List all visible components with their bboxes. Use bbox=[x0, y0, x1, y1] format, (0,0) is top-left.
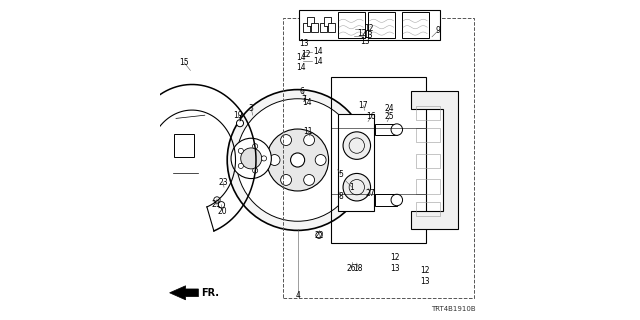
Circle shape bbox=[304, 135, 315, 146]
Bar bbox=[338, 12, 365, 38]
Bar bbox=[174, 134, 194, 157]
Text: 1: 1 bbox=[349, 183, 355, 192]
Text: 8: 8 bbox=[339, 192, 343, 201]
Text: 18: 18 bbox=[354, 264, 363, 273]
Bar bbox=[416, 154, 440, 168]
Text: 12: 12 bbox=[364, 24, 374, 33]
Circle shape bbox=[238, 164, 243, 169]
Circle shape bbox=[269, 155, 280, 165]
Circle shape bbox=[343, 173, 371, 201]
Bar bbox=[300, 10, 440, 40]
Bar bbox=[338, 114, 374, 211]
Circle shape bbox=[236, 99, 359, 221]
Text: 14: 14 bbox=[296, 53, 306, 62]
Text: 20: 20 bbox=[218, 207, 227, 216]
Bar bbox=[312, 23, 319, 32]
Text: 13: 13 bbox=[360, 37, 370, 46]
Circle shape bbox=[316, 232, 322, 238]
Bar bbox=[375, 124, 397, 135]
Bar bbox=[402, 12, 429, 38]
Text: 3: 3 bbox=[249, 104, 253, 113]
Bar bbox=[303, 23, 310, 32]
Text: 12: 12 bbox=[420, 266, 429, 275]
Bar bbox=[416, 106, 440, 120]
Text: 25: 25 bbox=[385, 112, 395, 121]
Text: 17: 17 bbox=[358, 101, 368, 110]
Text: 13: 13 bbox=[299, 39, 309, 48]
Bar bbox=[368, 12, 396, 38]
Polygon shape bbox=[412, 91, 458, 229]
Text: 14: 14 bbox=[313, 47, 323, 56]
Text: 22: 22 bbox=[314, 231, 324, 240]
Text: 23: 23 bbox=[218, 178, 228, 187]
Bar bbox=[332, 77, 426, 243]
Text: 24: 24 bbox=[385, 104, 395, 113]
Text: 4: 4 bbox=[295, 292, 300, 300]
Bar bbox=[283, 18, 474, 298]
Circle shape bbox=[304, 174, 315, 185]
Bar bbox=[320, 23, 327, 32]
Text: 14: 14 bbox=[313, 57, 323, 66]
Circle shape bbox=[391, 124, 403, 135]
Text: TRT4B1910B: TRT4B1910B bbox=[431, 306, 475, 312]
Text: 12: 12 bbox=[357, 29, 366, 38]
Text: 27: 27 bbox=[365, 189, 376, 198]
Circle shape bbox=[253, 168, 258, 173]
Circle shape bbox=[231, 138, 271, 179]
Text: 14: 14 bbox=[296, 63, 306, 72]
Text: FR.: FR. bbox=[202, 288, 220, 298]
Circle shape bbox=[315, 155, 326, 165]
Circle shape bbox=[280, 174, 292, 185]
Circle shape bbox=[241, 148, 262, 169]
Bar bbox=[375, 194, 397, 206]
Text: 5: 5 bbox=[339, 170, 343, 179]
Circle shape bbox=[262, 156, 267, 161]
Circle shape bbox=[391, 194, 403, 206]
Text: 15: 15 bbox=[179, 58, 189, 67]
Text: 13: 13 bbox=[420, 277, 430, 286]
Circle shape bbox=[227, 90, 368, 230]
Text: 7: 7 bbox=[301, 95, 307, 104]
Text: 9: 9 bbox=[436, 26, 441, 35]
Bar bbox=[416, 179, 440, 194]
Polygon shape bbox=[170, 286, 198, 300]
Circle shape bbox=[238, 148, 243, 153]
Text: 13: 13 bbox=[364, 31, 373, 40]
Text: 11: 11 bbox=[303, 127, 312, 136]
Text: 21: 21 bbox=[211, 200, 221, 209]
Text: 14: 14 bbox=[302, 98, 312, 107]
Text: 12: 12 bbox=[301, 50, 310, 59]
Bar bbox=[324, 17, 332, 26]
Circle shape bbox=[214, 197, 220, 203]
Circle shape bbox=[281, 135, 292, 146]
Circle shape bbox=[343, 132, 371, 159]
Text: 19: 19 bbox=[234, 111, 243, 120]
Text: 12: 12 bbox=[390, 253, 400, 262]
Circle shape bbox=[291, 153, 305, 167]
Text: 13: 13 bbox=[390, 264, 400, 273]
Bar bbox=[328, 23, 335, 32]
Bar bbox=[307, 17, 314, 26]
Text: 6: 6 bbox=[300, 87, 305, 96]
Circle shape bbox=[253, 144, 258, 149]
Circle shape bbox=[267, 129, 328, 191]
Bar bbox=[416, 128, 440, 142]
Text: 26: 26 bbox=[346, 264, 356, 273]
Text: 16: 16 bbox=[366, 112, 376, 121]
Bar bbox=[416, 202, 440, 216]
Circle shape bbox=[237, 120, 244, 127]
Circle shape bbox=[218, 202, 225, 208]
